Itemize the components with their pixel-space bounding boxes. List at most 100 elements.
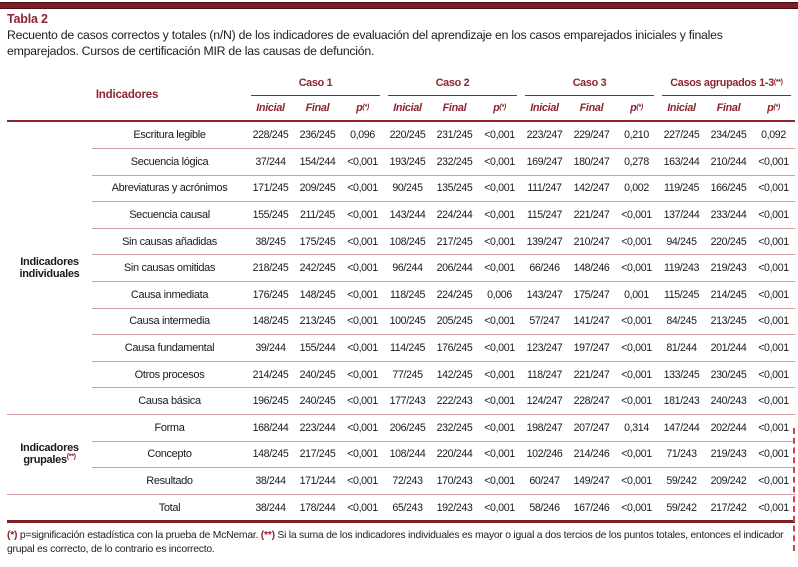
cell-count: 213/245 xyxy=(299,315,336,328)
subheader-p: p (*) xyxy=(356,102,369,115)
table-caption: Recuento de casos correctos y totales (n… xyxy=(7,28,723,59)
cell-count: 170/243 xyxy=(436,474,473,487)
cell-p-value: <0,001 xyxy=(758,288,789,301)
cell-count: 193/245 xyxy=(389,155,426,168)
cell-count: 228/247 xyxy=(573,395,610,408)
cell-p-value: <0,001 xyxy=(347,182,378,195)
cell-count: 192/243 xyxy=(436,501,473,514)
p-label: p xyxy=(767,102,774,115)
cell-count: 221/247 xyxy=(573,368,610,381)
cell-count: 213/245 xyxy=(710,315,747,328)
cell-count: 163/244 xyxy=(663,155,700,168)
cell-count: 180/247 xyxy=(573,155,610,168)
group-label-grupales: Indicadores grupales(**) xyxy=(7,415,92,494)
cell-count: 223/244 xyxy=(299,421,336,434)
cell-p-value: <0,001 xyxy=(484,421,515,434)
cell-count: 211/245 xyxy=(299,209,336,222)
table-row: Escritura legible 228/245 236/245 0,096 220/… xyxy=(92,122,795,148)
cell-count: 119/245 xyxy=(663,182,700,195)
cell-count: 149/247 xyxy=(573,474,610,487)
cell-count: 217/245 xyxy=(299,448,336,461)
cell-count: 71/243 xyxy=(666,448,697,461)
cell-count: 108/244 xyxy=(389,448,426,461)
cell-count: 217/245 xyxy=(436,235,473,248)
case-group-underline xyxy=(525,95,654,97)
group-label-text: Indicadores grupales(**) xyxy=(20,441,79,467)
cell-count: 176/245 xyxy=(436,341,473,354)
subheader-inicial: Inicial xyxy=(667,102,696,115)
cell-p-value: <0,001 xyxy=(621,448,652,461)
cell-p-value: <0,001 xyxy=(758,235,789,248)
section-total: Total 38/244 178/244 <0,001 65/243 192/243 <0,… xyxy=(7,493,795,521)
case-group-label: Caso 2 xyxy=(435,77,470,90)
table-row: Sin causas añadidas 38/245 175/245 <0,001 10… xyxy=(92,227,795,255)
group-label-individuales: Indicadores individuales xyxy=(7,122,92,414)
table-figure: Tabla 2 Recuento de casos correctos y to… xyxy=(7,12,795,567)
cell-count: 219/243 xyxy=(710,448,747,461)
cell-count: 142/247 xyxy=(573,182,610,195)
cell-p-value: <0,001 xyxy=(347,341,378,354)
cell-p-value: <0,001 xyxy=(347,235,378,248)
subheader-final: Final xyxy=(442,102,467,115)
cell-count: 38/244 xyxy=(255,501,286,514)
cell-p-value: 0,006 xyxy=(487,288,512,301)
table-row: Concepto 148/245 217/245 <0,001 108/244 220/2… xyxy=(92,440,795,468)
row-indicator-label: Forma xyxy=(154,421,185,434)
cell-p-value: <0,001 xyxy=(758,209,789,222)
subheader-p: p (*) xyxy=(767,102,780,115)
subheader-inicial: Inicial xyxy=(530,102,559,115)
cell-count: 177/243 xyxy=(389,395,426,408)
case-group-header-1: Caso 1 xyxy=(247,70,384,97)
cell-p-value: 0,278 xyxy=(624,155,649,168)
cell-count: 147/244 xyxy=(663,421,700,434)
p-label: p xyxy=(493,102,500,115)
cell-p-value: <0,001 xyxy=(621,315,652,328)
row-indicator-label: Escritura legible xyxy=(133,129,206,142)
cell-count: 111/247 xyxy=(527,182,562,195)
table-row: Causa básica 196/245 240/245 <0,001 177/243 2… xyxy=(92,387,795,414)
row-indicator-label: Sin causas añadidas xyxy=(122,235,217,248)
case-group-header-2: Caso 2 xyxy=(384,70,521,97)
table-body: Indicadores individuales Escritura legib… xyxy=(7,122,795,524)
cell-count: 114/245 xyxy=(389,341,426,354)
table-row: Abreviaturas y acrónimos 171/245 209/245 <0… xyxy=(92,174,795,202)
cell-p-value: <0,001 xyxy=(484,209,515,222)
subheader-p: p (*) xyxy=(630,102,643,115)
cell-count: 224/244 xyxy=(436,209,473,222)
cell-count: 38/244 xyxy=(255,474,286,487)
cell-count: 197/247 xyxy=(573,341,610,354)
cell-count: 39/244 xyxy=(255,341,286,354)
cell-count: 214/245 xyxy=(252,368,289,381)
cell-count: 154/244 xyxy=(299,155,336,168)
cell-count: 37/244 xyxy=(255,155,286,168)
cell-p-value: <0,001 xyxy=(484,315,515,328)
cell-p-value: <0,001 xyxy=(621,501,652,514)
cell-count: 81/244 xyxy=(666,341,697,354)
cell-count: 220/245 xyxy=(389,129,426,142)
cell-count: 65/243 xyxy=(392,501,423,514)
subheader-inicial: Inicial xyxy=(256,102,285,115)
section-rows: Escritura legible 228/245 236/245 0,096 220/… xyxy=(92,122,795,414)
cell-count: 233/244 xyxy=(710,209,747,222)
table-row: Causa fundamental 39/244 155/244 <0,001 114/… xyxy=(92,334,795,361)
cell-count: 59/242 xyxy=(666,474,697,487)
cell-count: 58/246 xyxy=(529,501,560,514)
table-row: Total 38/244 178/244 <0,001 65/243 192/243 <0,… xyxy=(92,495,795,521)
cell-count: 124/247 xyxy=(526,395,563,408)
cell-count: 60/247 xyxy=(529,474,560,487)
footnote-text-1: p=significación estadística con la prueb… xyxy=(17,530,261,542)
cell-p-value: 0,002 xyxy=(624,182,649,195)
cell-p-value: <0,001 xyxy=(758,448,789,461)
table-row: Causa intermedia 148/245 213/245 <0,001 100/… xyxy=(92,307,795,335)
cell-p-value: <0,001 xyxy=(484,155,515,168)
cell-p-value: <0,001 xyxy=(347,474,378,487)
row-indicator-label: Causa básica xyxy=(138,395,201,408)
cell-count: 206/244 xyxy=(436,262,473,275)
cell-count: 168/244 xyxy=(252,421,289,434)
row-indicator-label: Secuencia lógica xyxy=(130,155,209,168)
cell-count: 148/245 xyxy=(252,448,289,461)
cell-count: 155/244 xyxy=(299,341,336,354)
cell-p-value: <0,001 xyxy=(347,368,378,381)
cell-count: 231/245 xyxy=(436,129,473,142)
p-label: p xyxy=(630,102,637,115)
